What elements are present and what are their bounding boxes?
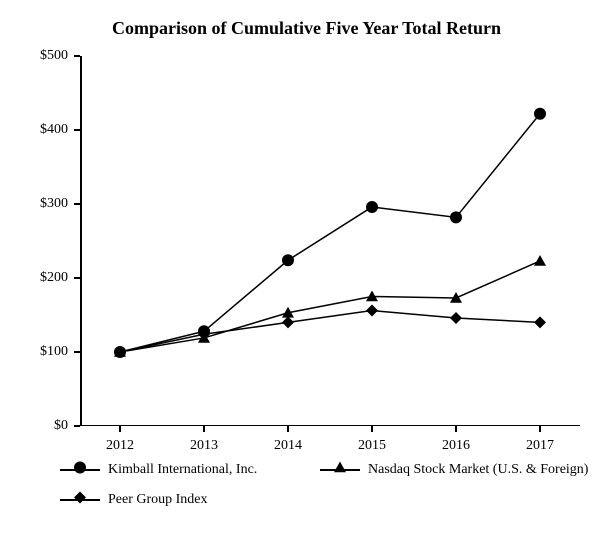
x-tick-label: 2014: [274, 438, 302, 454]
legend-line: [320, 469, 360, 471]
y-tick-label: $300: [8, 196, 68, 212]
legend-line: [60, 469, 100, 471]
legend-marker-diamond-icon: [73, 491, 87, 510]
x-tick: [119, 426, 121, 432]
legend-label: Peer Group Index: [108, 492, 208, 508]
legend-item: Peer Group Index: [60, 492, 208, 508]
data-point: [450, 312, 462, 324]
x-tick-label: 2017: [526, 438, 554, 454]
data-point: [282, 316, 294, 328]
y-tick-label: $0: [8, 418, 68, 434]
y-tick-label: $500: [8, 48, 68, 64]
data-point: [198, 328, 210, 340]
x-tick: [203, 426, 205, 432]
y-tick-label: $400: [8, 122, 68, 138]
x-tick-label: 2016: [442, 438, 470, 454]
x-tick-label: 2012: [106, 438, 134, 454]
legend-item: Nasdaq Stock Market (U.S. & Foreign): [320, 462, 588, 478]
x-tick: [287, 426, 289, 432]
x-tick-label: 2015: [358, 438, 386, 454]
y-tick-label: $200: [8, 270, 68, 286]
legend-label: Kimball International, Inc.: [108, 462, 257, 478]
legend-marker-circle-icon: [73, 461, 87, 480]
data-point: [114, 346, 126, 358]
legend-marker-triangle-icon: [333, 461, 347, 480]
x-tick: [539, 426, 541, 432]
chart-container: Comparison of Cumulative Five Year Total…: [0, 0, 613, 540]
y-tick-label: $100: [8, 344, 68, 360]
data-point: [534, 316, 546, 328]
x-tick-label: 2013: [190, 438, 218, 454]
data-point: [366, 305, 378, 317]
plot-area: $0$100$200$300$400$500201220132014201520…: [80, 56, 580, 426]
legend-item: Kimball International, Inc.: [60, 462, 257, 478]
legend-line: [60, 499, 100, 501]
legend-label: Nasdaq Stock Market (U.S. & Foreign): [368, 462, 588, 478]
x-tick: [455, 426, 457, 432]
x-tick: [371, 426, 373, 432]
series-line: [80, 56, 580, 426]
chart-title: Comparison of Cumulative Five Year Total…: [0, 18, 613, 39]
